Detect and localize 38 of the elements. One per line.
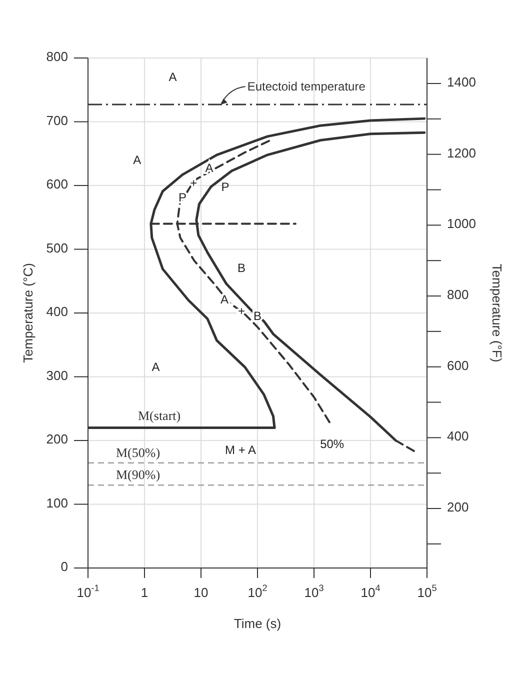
y2-tick-label: 1000 xyxy=(447,216,476,232)
y-tick-label: 700 xyxy=(46,113,68,128)
annotation: A xyxy=(168,70,177,84)
y-tick-label: 800 xyxy=(46,49,68,64)
y-tick-label: 100 xyxy=(46,496,68,511)
y-tick-label: 400 xyxy=(46,304,68,320)
x-tick-label: 10 xyxy=(194,585,208,600)
y-tick-label: 500 xyxy=(46,240,68,256)
y2-tick-label: 1400 xyxy=(447,74,476,90)
x-tick-label: 10$^{4}$ xyxy=(360,583,380,600)
y-tick-label: 300 xyxy=(46,368,68,384)
annotation: 50% xyxy=(320,436,344,451)
annotation: A xyxy=(205,161,214,176)
y-tick-label: 200 xyxy=(46,432,68,447)
ref-line-label: M(50%) xyxy=(116,444,160,460)
annotation: B xyxy=(238,261,246,276)
y2-tick-label: 200 xyxy=(447,500,469,515)
annotation: P xyxy=(221,180,230,194)
ref-line-label: Eutectoid temperature xyxy=(247,80,366,94)
y-tick-label: 0 xyxy=(60,559,68,574)
x-tick-label: 10$^{5}$ xyxy=(417,583,437,600)
x-tick-label: 10$^{-1}$ xyxy=(76,583,100,600)
x-tick-label: 1 xyxy=(140,585,148,600)
annotation: A xyxy=(133,153,142,167)
y2-axis-title: Temperature (°F) xyxy=(489,264,504,362)
x-tick-label: 10$^{3}$ xyxy=(304,583,324,600)
y2-tick-label: 400 xyxy=(447,429,469,444)
y-axis-title: Temperature (°C) xyxy=(20,263,36,363)
x-axis-title: Time (s) xyxy=(234,616,282,631)
annotation: A xyxy=(152,360,160,374)
y2-tick-label: 800 xyxy=(447,287,469,302)
x-tick-label: 10$^{2}$ xyxy=(248,583,268,600)
y2-tick-label: 1200 xyxy=(447,146,476,161)
annotation: M + A xyxy=(225,443,256,458)
series-label: M(start) xyxy=(138,408,181,423)
y2-tick-label: 600 xyxy=(447,358,469,374)
ref-line-label: M(90%) xyxy=(116,467,160,482)
y-tick-label: 600 xyxy=(46,176,68,192)
